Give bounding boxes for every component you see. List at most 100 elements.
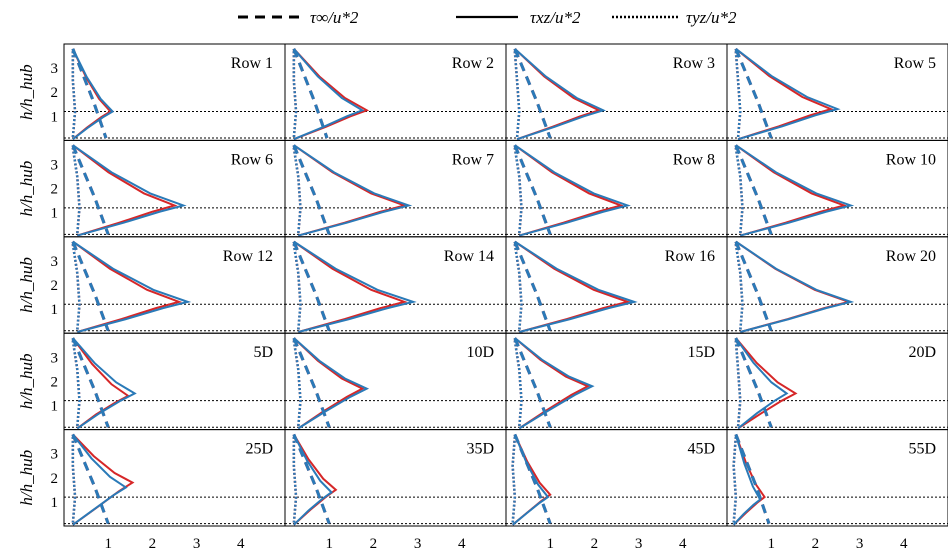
tau-inf-line [513,144,552,235]
tau-xz-line [514,240,638,333]
tau-xz-line [293,240,417,333]
y-tick-label: 1 [51,495,59,511]
panel: Row 20 [726,236,948,334]
y-axis-label: h/h_hub [17,64,36,120]
y-axis-label: h/h_hub [17,257,36,313]
tau-yz-line [513,51,521,139]
y-tick-label: 2 [51,471,59,487]
x-tick-label: 1 [325,536,333,552]
tau-xz-line [514,144,631,237]
tau-inf-line [513,337,552,428]
tau-xz-line [735,337,798,430]
y-tick-label: 2 [51,374,59,390]
panel: 5D 1 2 3 h/h_hub [17,332,286,431]
panel-label: Row 20 [886,248,936,265]
tau-yz-line [292,243,302,331]
panel: Row 12 1 2 3 h/h_hub [17,236,286,334]
tau-xz-line [732,434,762,526]
panel: 35D 1 2 3 4 [284,429,507,552]
x-tick-label: 1 [104,536,112,552]
panel-label: Row 12 [223,248,273,265]
panel-grid: Row 1 1 2 3 h/h_hub Row 2 Row 3 Row 5 Row 6 1 2 3 h/… [17,43,948,552]
y-tick-label: 3 [51,158,59,174]
panel-label: Row 14 [444,248,494,265]
tau-inf-line [734,337,773,428]
y-tick-label: 3 [51,350,59,366]
panel: Row 10 [726,139,948,238]
tau-yz-line [71,436,77,524]
panel-label: 20D [908,344,936,361]
x-tick-label: 2 [149,536,157,552]
tau-yz-line [292,340,302,428]
panel: Row 1 1 2 3 h/h_hub [17,43,286,141]
panel: 25D 1 2 3 h/h_hub 1 2 3 4 [17,429,286,552]
tau-xz-line [732,434,766,526]
y-tick-label: 1 [51,109,59,125]
tau-xz-line [72,144,178,237]
y-axis-label: h/h_hub [17,354,36,410]
tau-yz-line [513,340,523,428]
panel: Row 7 [284,139,507,238]
panel-label: Row 10 [886,151,936,168]
y-tick-label: 3 [51,254,59,270]
panel-label: 25D [245,441,273,458]
tau-xz-line [72,337,137,430]
panel-label: Row 1 [231,55,273,72]
tau-yz-line [71,243,81,331]
y-axis-label: h/h_hub [17,450,36,506]
y-tick-label: 3 [51,61,59,77]
panel-label: Row 6 [231,151,273,168]
tau-inf-line [71,337,110,428]
panel-label: Row 2 [452,55,494,72]
tau-yz-line [511,436,517,524]
tau-xz-line [735,240,855,333]
tau-inf-line [71,241,110,332]
tau-inf-line [71,433,110,525]
y-tick-label: 1 [51,206,59,222]
tau-yz-line [71,147,81,235]
panel-label: 15D [687,344,715,361]
tau-xz-line [293,48,365,141]
tau-xz-line [735,48,841,141]
x-tick-label: 3 [856,536,864,552]
tau-inf-line [292,144,331,235]
tau-inf-line [734,48,773,139]
x-tick-label: 1 [767,536,775,552]
panel: Row 2 [284,43,507,141]
tau-inf-line [71,144,110,235]
panel-label: Row 8 [673,151,715,168]
x-tick-label: 3 [635,536,643,552]
tau-xz-line [293,337,365,430]
legend-label-tau-xz: τxz/u*2 [530,8,581,27]
tau-xz-line [735,144,855,237]
tau-xz-line [72,240,183,333]
panel-label: Row 7 [452,151,494,168]
panel: Row 5 [726,43,948,141]
panel-label: 55D [908,441,936,458]
panel: 15D [505,332,728,431]
panel: Row 6 1 2 3 h/h_hub [17,139,286,238]
tau-xz-line [293,337,370,430]
tau-yz-line [292,51,298,139]
tau-yz-line [292,436,298,524]
tau-yz-line [71,340,81,428]
tau-xz-line [514,337,595,430]
x-tick-label: 3 [193,536,201,552]
panel-label: 5D [253,344,273,361]
tau-yz-line [734,340,742,428]
y-tick-label: 1 [51,302,59,318]
y-tick-label: 2 [51,278,59,294]
tau-xz-line [511,434,550,526]
y-tick-label: 1 [51,399,59,415]
y-axis-label: h/h_hub [17,161,36,217]
tau-yz-line [734,147,744,235]
tau-inf-line [513,48,552,139]
panel-label: Row 3 [673,55,715,72]
tau-yz-line [734,51,742,139]
panel-label: 10D [466,344,494,361]
tau-yz-line [513,147,523,235]
panel-label: Row 5 [894,55,936,72]
tau-inf-line [513,241,552,332]
tau-xz-line [71,48,115,140]
